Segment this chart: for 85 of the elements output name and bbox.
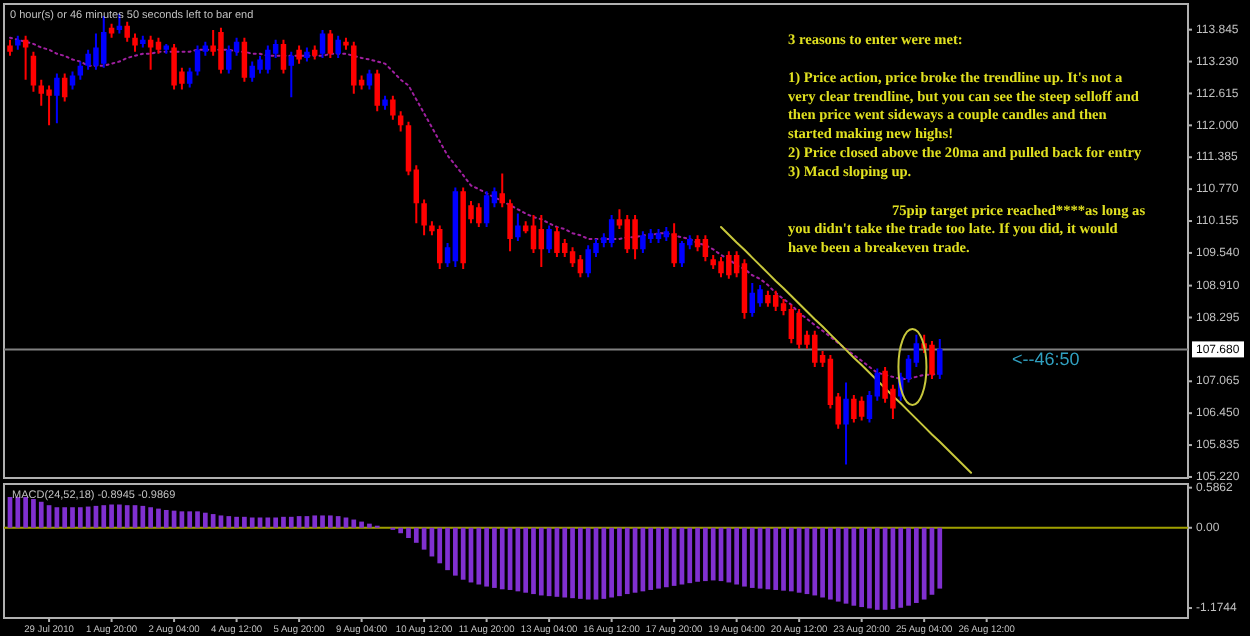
bar <box>484 527 489 587</box>
candlestick <box>46 85 52 126</box>
bar <box>226 516 232 528</box>
bar <box>492 527 497 588</box>
bar <box>538 527 544 596</box>
line-series <box>720 226 973 474</box>
bar <box>218 515 224 528</box>
bar <box>249 517 255 528</box>
bar <box>124 505 130 528</box>
bar <box>413 527 419 543</box>
bar <box>312 515 318 528</box>
bar <box>148 507 153 528</box>
bar <box>187 511 193 528</box>
bar <box>648 527 654 590</box>
bar <box>273 517 278 528</box>
bar <box>874 527 880 610</box>
bar <box>335 516 341 528</box>
bar <box>609 527 614 598</box>
bar <box>624 527 630 595</box>
bar <box>617 527 622 597</box>
bar <box>710 527 716 581</box>
bar <box>101 505 107 528</box>
candlestick <box>7 39 13 56</box>
bar <box>726 527 732 583</box>
bar <box>70 507 75 528</box>
bar <box>921 527 927 600</box>
bar <box>578 527 583 599</box>
bar <box>242 516 247 528</box>
bar <box>445 527 450 571</box>
bar <box>288 516 294 528</box>
bar <box>265 517 271 528</box>
bar <box>359 521 364 528</box>
bar <box>812 527 818 596</box>
candlestick <box>382 95 388 110</box>
bar <box>163 509 169 528</box>
bar <box>656 527 661 589</box>
bar <box>398 527 404 534</box>
bar <box>156 508 161 528</box>
bar <box>749 527 755 588</box>
bar <box>38 501 44 528</box>
bar <box>937 527 943 589</box>
bar <box>828 527 833 600</box>
bar <box>437 527 443 564</box>
bar <box>906 527 911 606</box>
bar <box>281 516 286 528</box>
annotation: <--46:50 <box>1012 349 1080 370</box>
bar <box>117 504 122 528</box>
bar <box>835 527 841 602</box>
bar <box>773 527 779 590</box>
bar <box>781 527 786 591</box>
bar <box>320 515 325 528</box>
bar <box>109 504 114 528</box>
bar <box>585 527 591 600</box>
bar <box>820 527 825 598</box>
bar <box>703 527 708 582</box>
bar <box>62 507 68 528</box>
bar <box>570 527 575 599</box>
bar <box>453 527 458 576</box>
bar <box>851 527 857 606</box>
bar <box>460 527 466 580</box>
bar <box>351 519 357 528</box>
bar <box>234 516 239 528</box>
bar <box>788 527 794 592</box>
bar <box>476 527 482 585</box>
bar <box>531 527 536 595</box>
bar <box>601 527 607 599</box>
bar <box>202 512 208 528</box>
bar <box>31 499 36 528</box>
bar <box>195 511 200 528</box>
bar <box>499 527 505 590</box>
bar <box>562 527 568 598</box>
bar <box>914 527 919 603</box>
bar <box>859 527 864 608</box>
bar <box>328 515 333 528</box>
bar <box>663 527 669 588</box>
bar <box>695 527 700 582</box>
bar <box>687 527 693 584</box>
bar <box>140 505 146 528</box>
bar <box>734 527 739 585</box>
bar <box>867 527 872 609</box>
bar <box>523 527 529 593</box>
bar <box>77 507 83 528</box>
bar <box>742 527 747 587</box>
bar <box>406 527 411 539</box>
bar <box>898 527 904 608</box>
